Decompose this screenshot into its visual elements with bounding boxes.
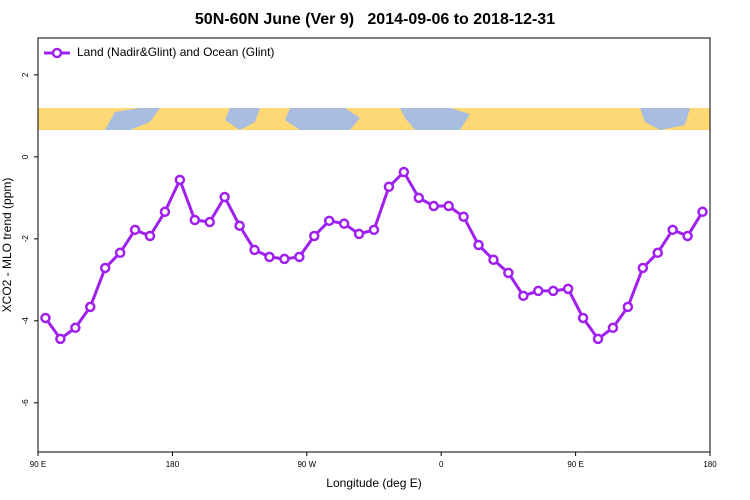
y-tick-label: -6	[21, 399, 30, 407]
map-sea	[285, 108, 360, 130]
y-axis-label: XCO2 - MLO trend (ppm)	[0, 178, 14, 313]
point	[70, 322, 81, 334]
point	[99, 262, 111, 274]
x-tick-label: 90 E	[567, 460, 583, 469]
point	[279, 253, 290, 265]
point	[398, 166, 410, 178]
point	[309, 230, 320, 242]
point	[159, 206, 171, 218]
point	[533, 285, 544, 297]
map-sea	[400, 108, 470, 130]
point	[697, 206, 708, 218]
x-tick-label: 90 W	[297, 460, 316, 469]
point	[577, 312, 589, 324]
point	[40, 312, 51, 324]
map-sea	[105, 108, 160, 130]
x-tick-label: 180	[703, 460, 717, 469]
map-background	[38, 108, 710, 130]
point	[667, 224, 678, 236]
point	[204, 216, 215, 228]
point	[607, 322, 619, 334]
map-sea	[225, 108, 260, 130]
point	[592, 333, 604, 345]
y-tick-label: 0	[21, 154, 30, 159]
point	[413, 192, 425, 204]
point	[503, 267, 514, 279]
point	[55, 333, 66, 345]
point	[294, 251, 305, 263]
point	[682, 230, 693, 242]
point	[518, 290, 529, 302]
y-tick-label: -4	[21, 317, 30, 325]
point	[219, 191, 230, 203]
point	[323, 215, 335, 227]
point	[473, 239, 484, 251]
point	[338, 218, 350, 229]
legend-label: Land (Nadir&Glint) and Ocean (Glint)	[77, 45, 274, 59]
point	[428, 200, 439, 212]
x-tick-label: 180	[166, 460, 180, 469]
point	[443, 200, 454, 212]
point	[368, 224, 380, 236]
chart-title: 50N-60N June (Ver 9) 2014-09-06 to 2018-…	[195, 11, 555, 28]
series-line	[44, 169, 704, 341]
point	[129, 224, 141, 236]
y-tick-label: -2	[21, 235, 30, 243]
point	[114, 247, 126, 259]
point	[174, 174, 186, 186]
point	[234, 220, 245, 231]
point	[144, 230, 156, 242]
point	[249, 244, 260, 256]
map-strip	[38, 108, 710, 130]
map-sea	[640, 108, 690, 130]
point	[353, 228, 365, 240]
point	[562, 283, 574, 295]
point	[547, 285, 559, 297]
x-tick-label: 0	[439, 460, 444, 469]
plot-frame	[37, 37, 711, 453]
point	[85, 301, 96, 313]
point	[622, 301, 634, 313]
point	[458, 211, 469, 222]
x-axis-label: Longitude (deg E)	[326, 476, 421, 490]
point	[264, 251, 275, 263]
point	[189, 214, 201, 226]
point	[488, 254, 499, 266]
y-tick-label: 2	[21, 72, 30, 77]
legend-marker	[51, 47, 63, 59]
point	[652, 247, 663, 259]
point	[637, 262, 649, 274]
x-tick-label: 90 E	[30, 460, 46, 469]
point	[383, 181, 395, 193]
